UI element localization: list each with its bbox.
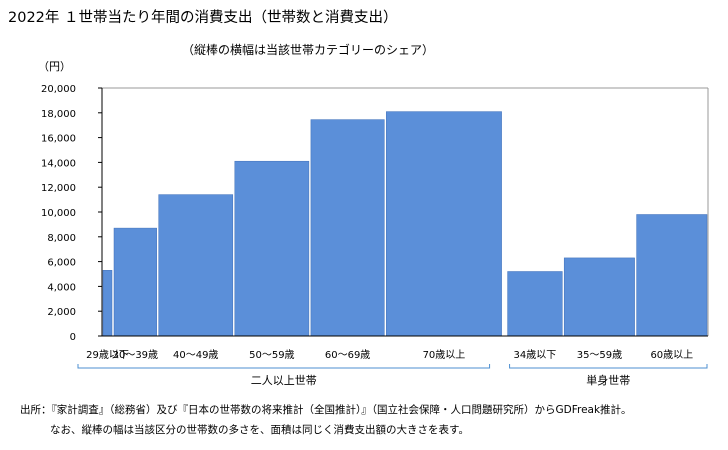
y-tick-label: 18,000 bbox=[41, 109, 76, 120]
x-tick-label: 35～59歳 bbox=[577, 349, 622, 361]
x-tick-label: 29歳以下 bbox=[86, 349, 129, 361]
y-tick-label: 2,000 bbox=[47, 307, 76, 318]
source-note: 出所：『家計調査』（総務省）及び『日本の世帯数の将来推計（全国推計）』（国立社会… bbox=[20, 404, 632, 416]
y-tick-label: 8,000 bbox=[47, 233, 76, 244]
bar bbox=[234, 160, 310, 337]
x-tick-label: 34歳以下 bbox=[514, 349, 557, 361]
y-tick-label: 4,000 bbox=[47, 282, 76, 293]
chart-title: 2022年 １世帯当たり年間の消費支出（世帯数と消費支出） bbox=[8, 10, 398, 26]
y-axis-unit: （円） bbox=[38, 60, 71, 73]
y-tick-label: 10,000 bbox=[41, 208, 76, 219]
bar bbox=[507, 271, 563, 337]
group-label: 単身世帯 bbox=[586, 373, 630, 387]
y-tick-label: 12,000 bbox=[41, 183, 76, 194]
y-tick-label: 20,000 bbox=[41, 84, 76, 95]
bar bbox=[158, 194, 234, 337]
y-tick-label: 16,000 bbox=[41, 134, 76, 145]
group-label: 二人以上世帯 bbox=[251, 374, 317, 387]
y-tick-label: 6,000 bbox=[47, 258, 76, 269]
x-tick-label: 40～49歳 bbox=[173, 349, 218, 361]
group-bracket bbox=[77, 364, 491, 369]
x-tick-label: 70歳以上 bbox=[423, 349, 466, 361]
chart-subtitle: （縦棒の横幅は当該世帯カテゴリーのシェア） bbox=[182, 43, 435, 57]
bar bbox=[386, 111, 502, 337]
explanation-note: なお、縦棒の幅は当該区分の世帯数の多さを、面積は同じく消費支出額の大きさを表す。 bbox=[50, 424, 469, 436]
y-tick-label: 0 bbox=[70, 332, 76, 343]
bar bbox=[563, 257, 635, 337]
bar bbox=[113, 227, 157, 337]
x-tick-label: 30～39歳 bbox=[113, 349, 158, 361]
bar bbox=[636, 214, 708, 337]
x-tick-label: 60～69歳 bbox=[325, 349, 370, 361]
x-tick-label: 50～59歳 bbox=[249, 349, 294, 361]
x-tick-label: 60歳以上 bbox=[650, 349, 693, 361]
group-bracket bbox=[509, 364, 708, 369]
bar bbox=[102, 270, 113, 337]
y-tick-label: 14,000 bbox=[41, 158, 76, 169]
bar bbox=[310, 119, 385, 337]
